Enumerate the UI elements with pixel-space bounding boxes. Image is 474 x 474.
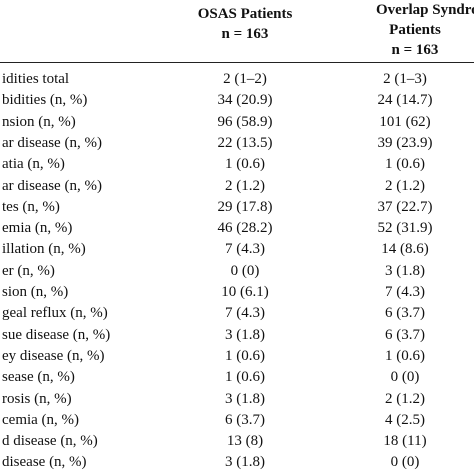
overlap-value: 0 (0) [390,369,420,386]
overlap-value: 4 (2.5) [385,411,425,428]
row-label: ar disease (n, %) [2,134,102,151]
osas-value: 1 (0.6) [225,347,265,364]
row-label: cemia (n, %) [2,411,80,428]
osas-value: 6 (3.7) [225,411,265,428]
column-header: Overlap Syndron [376,2,474,18]
overlap-value: 6 (3.7) [385,326,425,343]
osas-value: 10 (6.1) [221,284,269,300]
osas-value: 22 (13.5) [217,134,273,151]
row-label: disease (n, %) [2,454,87,471]
row-label: ar disease (n, %) [2,177,102,194]
osas-value: 3 (1.8) [225,454,265,471]
row-label: nsion (n, %) [2,113,76,130]
overlap-value: 52 (31.9) [377,220,433,237]
osas-value: 1 (0.6) [225,369,265,386]
osas-value: 2 (1.2) [225,177,265,194]
row-label: atia (n, %) [2,156,65,173]
overlap-value: 6 (3.7) [385,305,425,322]
row-label: ey disease (n, %) [2,347,105,364]
osas-value: 2 (1–2) [223,71,267,87]
osas-value: 7 (4.3) [225,241,265,258]
row-label: geal reflux (n, %) [2,305,108,322]
column-header: OSAS Patients [197,6,293,22]
overlap-value: 0 (0) [390,454,420,471]
overlap-value: 2 (1.2) [385,177,425,194]
row-label: idities total [2,71,70,87]
osas-value: 0 (0) [230,262,260,279]
row-label: sue disease (n, %) [2,326,111,343]
overlap-value: 39 (23.9) [377,134,433,151]
overlap-value: 101 (62) [379,113,431,130]
overlap-value: 24 (14.7) [377,92,433,109]
osas-value: 13 (8) [226,433,264,450]
osas-value: 7 (4.3) [225,305,265,322]
overlap-value: 14 (8.6) [381,241,429,258]
overlap-value: 1 (0.6) [385,156,425,173]
column-subheader: n = 163 [221,26,269,42]
row-label: bidities (n, %) [2,92,88,109]
overlap-value: 18 (11) [383,433,427,450]
row-label: tes (n, %) [2,198,60,215]
osas-value: 29 (17.8) [217,198,273,215]
overlap-value: 7 (4.3) [385,284,425,300]
overlap-value: 2 (1–3) [383,71,427,87]
row-label: illation (n, %) [2,241,86,258]
osas-value: 96 (58.9) [217,113,273,130]
overlap-value: 3 (1.8) [385,262,425,279]
row-label: er (n, %) [2,262,55,279]
osas-value: 46 (28.2) [217,220,273,237]
row-label: emia (n, %) [2,220,73,237]
overlap-value: 2 (1.2) [385,390,425,407]
row-label: sease (n, %) [2,369,75,386]
row-label: rosis (n, %) [2,390,72,407]
osas-value: 34 (20.9) [217,92,273,109]
osas-value: 3 (1.8) [225,390,265,407]
osas-value: 1 (0.6) [225,156,265,173]
overlap-value: 37 (22.7) [377,198,433,215]
column-header-line2: Patients [389,22,441,38]
row-label: sion (n, %) [2,284,69,300]
row-label: d disease (n, %) [2,433,98,450]
header-rule [0,62,474,63]
osas-value: 3 (1.8) [225,326,265,343]
column-subheader: n = 163 [391,42,439,58]
overlap-value: 1 (0.6) [385,347,425,364]
